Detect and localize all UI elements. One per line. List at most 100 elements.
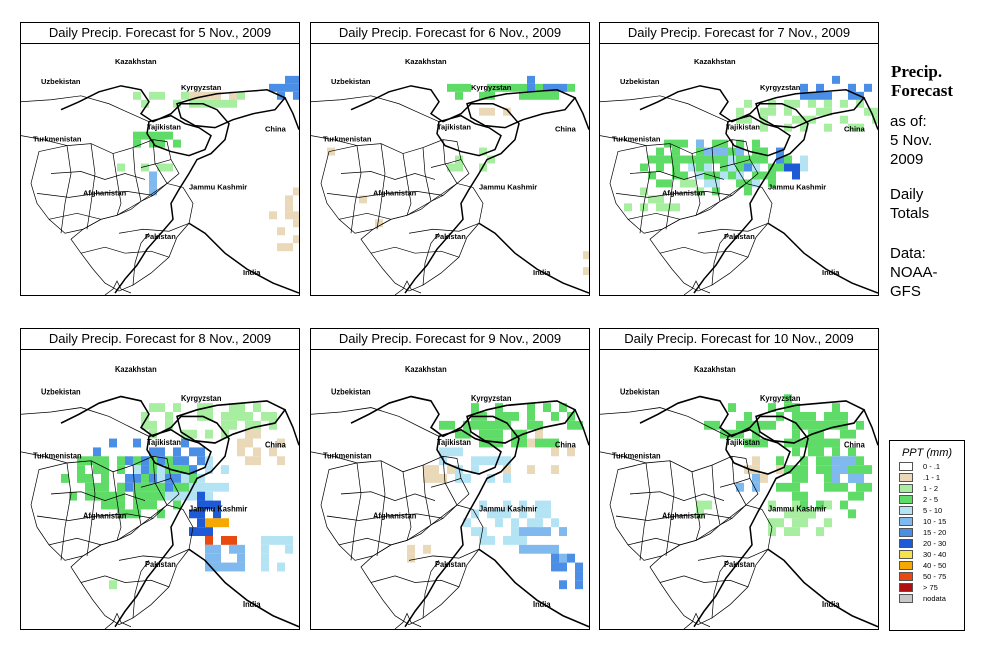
admin-boundary xyxy=(600,451,647,464)
admin-boundary xyxy=(350,462,362,561)
legend-swatch xyxy=(899,462,913,471)
precip-cell xyxy=(551,91,559,100)
precip-cell xyxy=(197,509,205,519)
precip-cell xyxy=(744,412,752,421)
admin-boundary xyxy=(639,145,651,234)
legend-item: 40 - 50 xyxy=(899,560,964,571)
precip-cell xyxy=(519,544,527,554)
precip-cell xyxy=(704,163,712,172)
admin-boundary xyxy=(338,212,392,220)
precip-cell xyxy=(567,412,575,421)
precip-cell xyxy=(768,171,776,180)
precip-cell xyxy=(696,147,704,156)
admin-boundary xyxy=(340,491,436,501)
precip-cell xyxy=(760,438,768,448)
precip-cell xyxy=(527,91,535,100)
precip-cell xyxy=(535,509,543,519)
admin-boundary xyxy=(629,491,725,501)
admin-boundary xyxy=(112,471,122,541)
precip-cell xyxy=(672,147,680,156)
precip-cell xyxy=(237,403,245,412)
precip-cell xyxy=(776,163,784,172)
precip-cell xyxy=(471,509,479,519)
admin-boundary xyxy=(683,612,711,629)
precip-cell xyxy=(197,500,205,510)
map-label-turkmenistan: Turkmenistan xyxy=(323,135,372,144)
precip-cell xyxy=(752,482,760,492)
precip-cell xyxy=(712,155,720,164)
precip-cell xyxy=(495,518,503,528)
country-border xyxy=(863,97,878,130)
precip-cell xyxy=(213,482,221,492)
precip-cell xyxy=(117,465,125,474)
precip-cell xyxy=(157,91,165,100)
precip-cell xyxy=(840,429,848,439)
precip-cell xyxy=(487,107,495,116)
precip-cell xyxy=(503,474,511,483)
precip-cell xyxy=(149,171,157,180)
precip-cell xyxy=(455,163,463,172)
precip-cell xyxy=(173,500,181,510)
precip-cell xyxy=(736,429,744,439)
precip-cell xyxy=(792,509,800,519)
admin-boundary xyxy=(402,471,412,541)
precip-cell xyxy=(824,518,832,528)
precip-cell xyxy=(535,438,543,448)
precip-cell xyxy=(527,544,535,554)
legend-label: 50 - 75 xyxy=(923,572,947,581)
map-svg: Kazakhstan Uzbekistan Kyrgyzstan Tajikistan… xyxy=(21,365,299,629)
precip-cell xyxy=(832,438,840,448)
precip-cell xyxy=(744,179,752,188)
precip-cell xyxy=(736,147,744,156)
precip-cell xyxy=(245,412,253,421)
precip-cell xyxy=(503,456,511,466)
precip-cell xyxy=(133,482,141,492)
precip-cell xyxy=(293,187,299,196)
admin-boundary xyxy=(132,233,150,286)
admin-boundary xyxy=(118,222,190,234)
precip-cell xyxy=(856,465,864,474)
admin-boundary xyxy=(600,407,729,437)
precip-cell xyxy=(768,403,776,412)
precip-cell xyxy=(864,465,872,474)
precip-cell xyxy=(511,527,519,536)
legend-swatch xyxy=(899,495,913,504)
precip-cell xyxy=(455,155,463,164)
precip-cell xyxy=(583,267,589,276)
precip-cell xyxy=(93,447,101,457)
precip-cell xyxy=(261,562,269,572)
admin-boundary xyxy=(320,139,470,234)
precip-cell xyxy=(519,509,527,519)
precip-legend: PPT (mm) 0 - .1 .1 - 1 1 - 2 2 - 5 5 - 10 10 … xyxy=(889,440,965,631)
legend-label: 2 - 5 xyxy=(923,495,939,504)
map-label-uzbekistan: Uzbekistan xyxy=(620,387,660,396)
precip-cell xyxy=(624,203,632,212)
precip-cell xyxy=(125,474,133,483)
map-label-china: China xyxy=(844,125,866,134)
precip-cell xyxy=(157,139,165,148)
precip-cell xyxy=(229,420,237,430)
map-label-tajikistan: Tajikistan xyxy=(147,438,181,447)
panel-title: Daily Precip. Forecast for 8 Nov., 2009 xyxy=(21,329,299,350)
precip-cell xyxy=(463,474,471,483)
precip-cell xyxy=(672,155,680,164)
precip-cell xyxy=(704,420,712,430)
precip-cell xyxy=(816,429,824,439)
precip-cell xyxy=(848,465,856,474)
precip-cell xyxy=(848,474,856,483)
precip-cell xyxy=(205,482,213,492)
precip-cell xyxy=(221,518,229,528)
precip-cell xyxy=(672,171,680,180)
precip-cell xyxy=(269,420,277,430)
precip-cell xyxy=(157,482,165,492)
precip-cell xyxy=(511,536,519,545)
precip-cell xyxy=(173,139,181,148)
precip-cell xyxy=(205,544,213,554)
map-label-turkmenistan: Turkmenistan xyxy=(323,451,372,460)
forecast-panel-nov7: Daily Precip. Forecast for 7 Nov., 2009 … xyxy=(599,22,879,296)
precip-cell xyxy=(567,83,575,92)
precip-cell xyxy=(816,465,824,474)
admin-boundary xyxy=(132,560,150,618)
precip-cell xyxy=(189,429,197,439)
precip-cell xyxy=(784,155,792,164)
